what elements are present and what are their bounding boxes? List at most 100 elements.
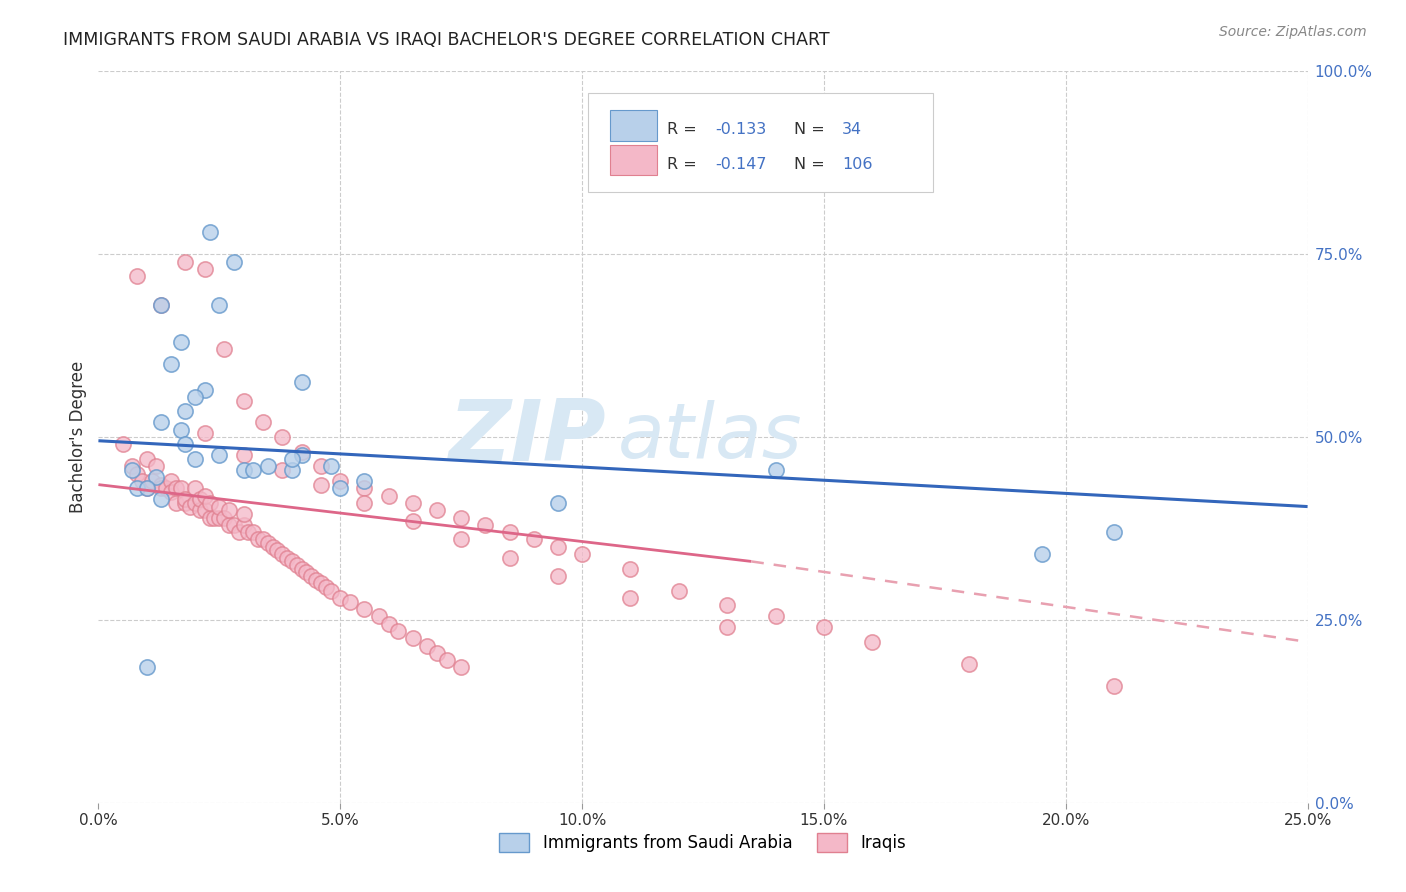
Point (150, 492, 173, 507)
Point (127, 467, 149, 481)
Point (228, 525, 250, 540)
Point (353, 474, 375, 488)
Point (179, 500, 201, 514)
Point (353, 602, 375, 616)
Text: IMMIGRANTS FROM SAUDI ARABIA VS IRAQI BACHELOR'S DEGREE CORRELATION CHART: IMMIGRANTS FROM SAUDI ARABIA VS IRAQI BA… (63, 31, 830, 49)
FancyBboxPatch shape (588, 94, 932, 192)
Point (247, 533, 270, 547)
Point (204, 510, 226, 524)
Point (426, 503, 449, 517)
Point (436, 653, 458, 667)
Point (266, 543, 288, 558)
Point (208, 448, 231, 462)
Point (150, 481, 173, 495)
Point (377, 489, 399, 503)
Text: R =: R = (666, 157, 702, 172)
Point (450, 510, 472, 524)
Point (135, 481, 157, 495)
Point (208, 298, 231, 312)
Point (141, 474, 163, 488)
Point (135, 481, 157, 495)
Point (339, 594, 361, 608)
Text: 106: 106 (842, 157, 873, 172)
Point (571, 547, 593, 561)
Point (426, 646, 449, 660)
Point (232, 393, 254, 408)
Point (305, 573, 328, 587)
Point (198, 225, 221, 239)
Y-axis label: Bachelor's Degree: Bachelor's Degree (69, 361, 87, 513)
Point (160, 485, 183, 500)
Point (450, 660, 472, 674)
Point (281, 463, 304, 477)
Text: N =: N = (793, 121, 830, 136)
Point (290, 444, 312, 458)
FancyBboxPatch shape (610, 145, 657, 175)
Point (194, 261, 217, 276)
Point (765, 463, 787, 477)
Point (290, 448, 312, 462)
Point (194, 383, 217, 397)
Point (474, 517, 496, 532)
Point (212, 510, 235, 524)
Point (377, 616, 399, 631)
Point (150, 477, 173, 491)
Point (169, 334, 191, 349)
Text: N =: N = (793, 157, 830, 172)
Point (1031, 547, 1053, 561)
Point (145, 459, 167, 474)
Point (619, 562, 641, 576)
Point (619, 591, 641, 605)
Point (127, 269, 149, 284)
Point (135, 452, 157, 467)
Text: 34: 34 (842, 121, 862, 136)
Point (402, 514, 425, 528)
Point (111, 437, 134, 451)
Point (150, 298, 173, 312)
Point (387, 624, 409, 638)
Point (218, 503, 240, 517)
Point (208, 500, 231, 514)
Point (232, 448, 254, 462)
Point (299, 569, 322, 583)
Point (547, 496, 569, 510)
Point (232, 463, 254, 477)
Point (242, 463, 264, 477)
Point (271, 547, 294, 561)
Point (238, 525, 260, 540)
Point (165, 496, 187, 510)
Point (222, 254, 245, 268)
Point (174, 496, 197, 510)
Point (160, 474, 183, 488)
Point (145, 470, 167, 484)
Point (194, 503, 217, 517)
Point (309, 459, 332, 474)
Point (329, 591, 352, 605)
Point (184, 452, 207, 467)
Point (319, 459, 342, 474)
Point (957, 657, 980, 671)
Point (184, 496, 207, 510)
Point (285, 558, 308, 573)
Point (271, 430, 294, 444)
Point (174, 404, 197, 418)
Point (368, 609, 391, 624)
Point (315, 580, 337, 594)
Point (150, 416, 173, 430)
Point (252, 533, 274, 547)
Point (716, 599, 738, 613)
Point (174, 254, 197, 268)
Point (329, 481, 352, 495)
Point (232, 517, 254, 532)
Point (523, 533, 546, 547)
Point (169, 481, 191, 495)
Point (256, 459, 278, 474)
Point (309, 477, 332, 491)
Point (155, 481, 177, 495)
Point (184, 481, 207, 495)
Text: Source: ZipAtlas.com: Source: ZipAtlas.com (1219, 25, 1367, 39)
Point (174, 437, 197, 451)
Text: ZIP: ZIP (449, 395, 606, 479)
Point (184, 390, 207, 404)
Point (174, 492, 197, 507)
